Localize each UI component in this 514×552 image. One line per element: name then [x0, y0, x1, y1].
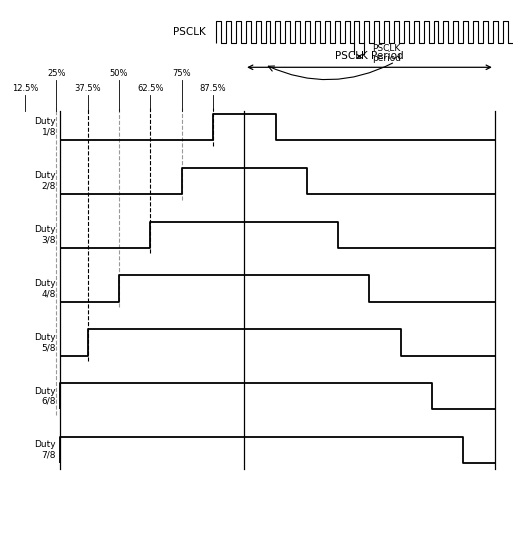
Text: Duty
1/8: Duty 1/8 — [34, 118, 56, 137]
Text: PSCLK
period: PSCLK period — [372, 44, 401, 63]
Text: 37.5%: 37.5% — [75, 84, 101, 93]
Text: PSCLK Period: PSCLK Period — [335, 51, 404, 61]
Text: Duty
4/8: Duty 4/8 — [34, 279, 56, 298]
Text: 75%: 75% — [172, 70, 191, 78]
Text: 25%: 25% — [47, 70, 66, 78]
Text: Duty
5/8: Duty 5/8 — [34, 333, 56, 352]
Text: Duty
2/8: Duty 2/8 — [34, 171, 56, 190]
Text: Duty
3/8: Duty 3/8 — [34, 225, 56, 245]
Text: 62.5%: 62.5% — [137, 84, 163, 93]
Text: 50%: 50% — [109, 70, 128, 78]
Text: PSCLK: PSCLK — [173, 26, 206, 36]
Text: Duty
6/8: Duty 6/8 — [34, 386, 56, 406]
Text: 87.5%: 87.5% — [199, 84, 226, 93]
Text: 12.5%: 12.5% — [12, 84, 38, 93]
Text: Duty
7/8: Duty 7/8 — [34, 440, 56, 460]
